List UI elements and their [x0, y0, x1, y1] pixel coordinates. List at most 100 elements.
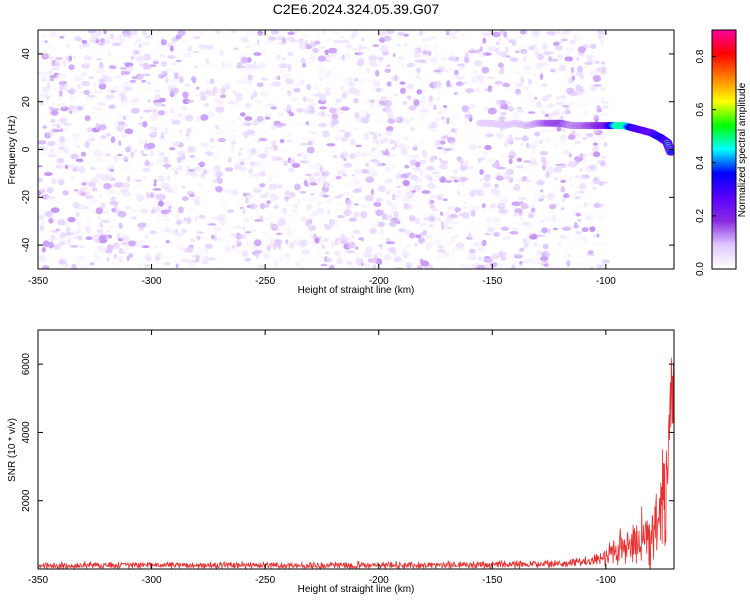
spectrogram-cell — [306, 108, 316, 115]
spectrogram-cell — [528, 83, 534, 87]
spectrogram-cell — [429, 50, 440, 53]
spectrogram-cell — [161, 60, 168, 67]
spectrogram-cell — [126, 67, 134, 73]
spectrogram-cell — [250, 228, 257, 232]
spectrogram-cell — [198, 214, 206, 219]
spectrogram-cell — [98, 78, 106, 85]
spectrogram-cell — [274, 203, 279, 210]
spectrogram-cell — [427, 101, 435, 108]
spectrogram-cell — [362, 172, 372, 179]
spectrogram-cell — [340, 137, 348, 142]
spectrogram-cell — [552, 227, 558, 231]
spectrogram-cell — [288, 167, 295, 173]
spectrogram-cell — [469, 242, 479, 249]
spectrogram-cell — [94, 258, 103, 262]
spectrogram-cell — [69, 95, 78, 102]
spectrogram-cell — [382, 46, 389, 53]
spectrogram-cell — [378, 258, 383, 265]
spectrogram-cell — [42, 52, 52, 59]
spectrogram-cell — [47, 166, 57, 170]
spectrogram-cell — [519, 261, 523, 265]
spectrogram-cell — [227, 156, 232, 164]
spectrogram-cell — [562, 30, 571, 35]
spectrogram-cell — [444, 150, 448, 154]
spectrogram-cell — [242, 209, 246, 214]
spectrogram-cell — [162, 164, 172, 168]
spectrogram-cell — [265, 179, 271, 184]
spectrogram-cell — [83, 61, 90, 65]
spectrogram-cell — [246, 64, 255, 71]
spectrogram-cell — [318, 122, 328, 128]
spectrogram-cell — [162, 218, 173, 222]
spectrogram-cell — [454, 207, 461, 212]
spectrogram-cell — [127, 191, 132, 198]
spectrogram-cell — [350, 263, 355, 269]
spectrogram-cell — [332, 154, 338, 159]
spectrogram-cell — [425, 174, 431, 180]
spectrogram-cell — [39, 146, 46, 152]
spectrogram-cell — [457, 185, 461, 193]
spectrogram-cell — [196, 231, 204, 234]
spectrogram-cell — [392, 53, 396, 57]
spectrogram-cell — [414, 144, 418, 148]
spectrogram-cell — [39, 32, 47, 40]
spectrogram-cell — [244, 31, 250, 39]
spectrogram-cell — [200, 114, 209, 121]
spectrogram-cell — [97, 139, 103, 147]
spectrogram-cell — [372, 133, 378, 140]
spectrogram-cell — [578, 183, 588, 190]
spectrogram-cell — [435, 53, 443, 58]
spectrogram-cell — [396, 181, 404, 186]
spectrogram-cell — [170, 167, 179, 171]
spectrogram-cell — [169, 45, 174, 52]
spectrogram-cell — [123, 81, 128, 86]
spectrogram-cell — [81, 63, 91, 69]
spectrogram-cell — [311, 131, 318, 135]
spectrogram-cell — [200, 142, 210, 148]
spectrogram-cell — [175, 59, 182, 63]
spectrogram-cell — [186, 242, 195, 246]
spectrogram-cell — [577, 102, 583, 107]
spectrogram-cell — [199, 91, 210, 95]
spectrogram-cell — [247, 68, 252, 72]
spectrogram-cell — [213, 225, 222, 233]
spectrogram-cell — [252, 188, 262, 193]
spectrogram-cell — [324, 49, 329, 56]
spectrogram-cell — [195, 254, 200, 262]
spectrogram-cell — [439, 211, 444, 216]
spectrogram-cell — [279, 138, 285, 144]
spectrogram-cell — [65, 55, 70, 62]
spectrogram-cell — [85, 236, 93, 241]
spectrogram-cell — [193, 35, 201, 40]
spectrogram-cell — [118, 125, 125, 132]
spectrogram-cell — [577, 218, 582, 222]
spectrogram-cell — [287, 31, 295, 36]
spectrogram-cell — [438, 165, 447, 169]
spectrogram-cell — [307, 99, 314, 102]
spectrogram-cell — [71, 263, 77, 269]
spectrogram-cell — [507, 105, 515, 112]
spectrogram-cell — [109, 33, 115, 40]
spectrogram-cell — [421, 108, 430, 114]
spectrogram-cell — [152, 220, 161, 224]
spectrogram-cell — [451, 221, 459, 225]
spectrogram-cell — [533, 260, 541, 264]
spectrogram-cell — [272, 145, 278, 151]
spectrogram-cell — [498, 51, 508, 58]
spectrogram-cell — [567, 258, 574, 264]
spectrogram-cell — [539, 139, 544, 145]
spectrogram-cell — [459, 165, 468, 171]
spectrogram-cell — [215, 106, 225, 114]
spectrogram-cell — [481, 208, 485, 215]
spectrogram-cell — [484, 174, 491, 182]
spectrogram-cell — [112, 42, 122, 47]
spectrogram-cell — [256, 252, 260, 260]
spectrogram-cell — [517, 165, 524, 169]
spectrogram-cell — [79, 188, 84, 194]
spectrogram-cell — [215, 187, 223, 193]
spectrogram-cell — [173, 62, 180, 69]
spectrogram-cell — [87, 30, 97, 34]
spectrogram-cell — [331, 42, 339, 46]
spectrogram-cell — [326, 198, 332, 205]
spectrogram-cell — [415, 161, 421, 168]
